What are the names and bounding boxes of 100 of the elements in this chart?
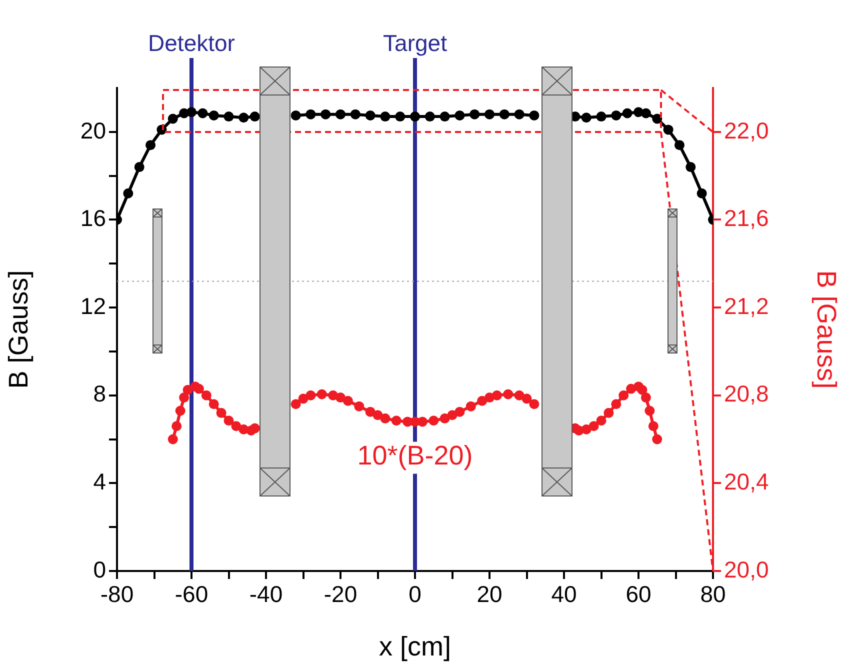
point — [588, 421, 599, 432]
point — [354, 401, 364, 412]
point — [466, 401, 476, 412]
point — [503, 389, 514, 400]
point — [424, 112, 435, 122]
y-tick-label: 4 — [93, 468, 106, 495]
point — [380, 112, 390, 122]
point — [391, 416, 402, 426]
point — [306, 109, 316, 120]
point — [440, 112, 450, 122]
y2-tick-label: 20,8 — [724, 380, 769, 407]
point — [618, 390, 629, 400]
point — [306, 390, 316, 400]
point — [168, 114, 178, 124]
point — [640, 108, 651, 118]
x-axis-title: x [cm] — [379, 631, 451, 662]
x-tick-label: 80 — [700, 581, 726, 608]
point — [529, 399, 540, 410]
point — [622, 108, 632, 118]
point — [186, 107, 196, 118]
y-tick-label: 20 — [80, 117, 106, 144]
x-tick-label: -20 — [324, 581, 358, 608]
point — [417, 416, 428, 427]
point — [611, 110, 622, 120]
y2-tick-label: 22,0 — [724, 117, 769, 144]
point — [336, 109, 346, 120]
point — [637, 384, 648, 395]
point — [320, 109, 331, 120]
y2-tick-label: 20,0 — [724, 556, 769, 582]
point — [250, 112, 260, 122]
point — [529, 110, 540, 120]
point — [231, 421, 242, 432]
y2-tick-label: 20,4 — [724, 468, 769, 495]
x-tick-label: 20 — [476, 581, 502, 608]
y-axis-title: B [Gauss] — [4, 270, 34, 389]
point — [198, 108, 208, 118]
point — [216, 408, 226, 418]
point — [492, 390, 502, 400]
point — [342, 396, 353, 406]
series-label: 10*(B-20) — [357, 440, 473, 471]
y-tick-label: 0 — [93, 556, 106, 582]
point — [172, 421, 182, 432]
point — [182, 384, 193, 395]
point — [440, 413, 450, 424]
y-tick-label: 16 — [80, 205, 106, 232]
point — [648, 421, 658, 432]
point — [640, 392, 651, 403]
point — [316, 389, 327, 400]
point — [146, 140, 156, 150]
x-tick-label: -40 — [249, 581, 283, 608]
point — [611, 399, 622, 410]
point — [238, 112, 249, 123]
point — [175, 406, 186, 416]
point — [250, 423, 260, 434]
point — [224, 416, 234, 426]
y2-tick-label: 21,2 — [724, 292, 769, 319]
point — [596, 416, 606, 426]
point — [224, 112, 234, 122]
point — [644, 406, 655, 416]
point — [350, 109, 360, 120]
y2-tick-label: 21,6 — [724, 205, 769, 232]
point — [428, 416, 439, 426]
point — [596, 112, 606, 122]
y-tick-label: 12 — [80, 292, 106, 319]
point — [168, 434, 178, 444]
y-tick-label: 8 — [93, 380, 106, 407]
ref-line-label: Target — [383, 30, 448, 56]
x-tick-label: 60 — [626, 581, 652, 608]
point — [194, 384, 204, 394]
x-tick-label: -80 — [100, 581, 134, 608]
point — [395, 112, 406, 122]
point — [134, 162, 144, 172]
point — [499, 109, 510, 120]
point — [652, 434, 662, 444]
point — [454, 110, 465, 120]
point — [365, 110, 376, 120]
point — [604, 408, 614, 418]
point — [522, 394, 532, 404]
x-tick-label: -60 — [174, 581, 208, 608]
point — [581, 424, 592, 434]
x-tick-label: 0 — [408, 581, 422, 608]
point — [380, 413, 390, 424]
point — [696, 188, 707, 198]
point — [290, 110, 301, 120]
point — [652, 114, 662, 124]
point — [410, 112, 420, 122]
point — [581, 112, 592, 123]
point — [208, 399, 219, 410]
point — [290, 399, 301, 410]
point — [123, 188, 134, 198]
x-tick-label: 40 — [551, 581, 577, 608]
point — [514, 109, 524, 120]
point — [208, 110, 219, 120]
ref-line-label: Detektor — [148, 30, 236, 56]
point — [201, 390, 212, 400]
point — [484, 109, 494, 120]
point — [686, 162, 696, 172]
point — [663, 124, 674, 135]
y2-axis-title: B [Gauss] — [811, 270, 842, 389]
point — [336, 392, 346, 403]
